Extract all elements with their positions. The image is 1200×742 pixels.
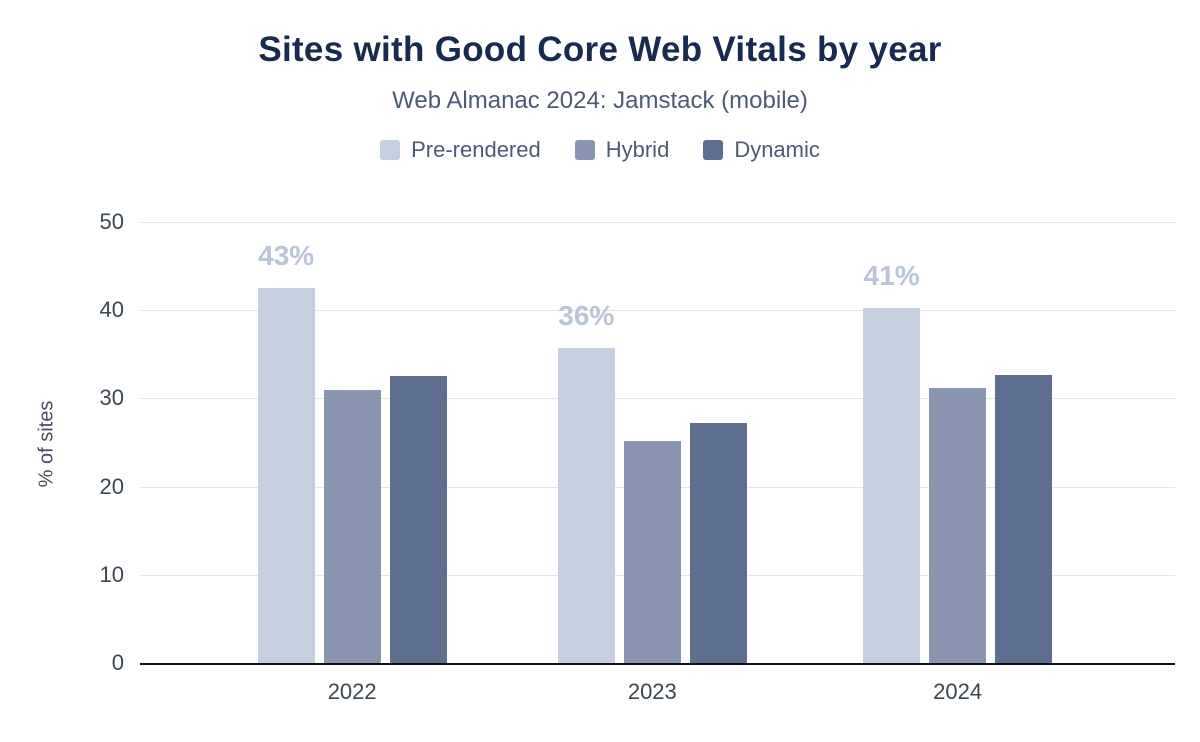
- legend-swatch-hybrid: [574, 140, 595, 160]
- bar-pre-rendered-2022: [257, 288, 315, 663]
- x-tick-label-2022: 2022: [327, 679, 377, 704]
- legend-label-pre-rendered: Pre-rendered: [411, 137, 541, 162]
- legend-swatch-dynamic: [703, 140, 724, 160]
- y-tick-label: 30: [99, 385, 124, 411]
- bar-dynamic-2022: [389, 376, 447, 663]
- y-axis-title: % of sites: [35, 400, 58, 488]
- plot-area: 0 10 20 30 40 50 2022 43% 2023 36% 2024 41%: [100, 209, 1175, 704]
- y-tick-label: 40: [99, 297, 124, 323]
- chart-title: Sites with Good Core Web Vitals by year: [258, 30, 942, 69]
- bar-pre-rendered-2023: [557, 348, 615, 663]
- legend-label-dynamic: Dynamic: [734, 137, 820, 162]
- bar-hybrid-2023: [623, 440, 681, 663]
- legend-item-pre-rendered: Pre-rendered: [380, 137, 541, 163]
- y-tick-label: 0: [111, 650, 124, 675]
- bar-hybrid-2022: [323, 389, 381, 663]
- chart-subtitle: Web Almanac 2024: Jamstack (mobile): [392, 87, 808, 114]
- bar-dynamic-2023: [689, 423, 747, 663]
- x-tick-label-2024: 2024: [933, 679, 983, 704]
- legend-swatch-pre-rendered: [380, 140, 401, 160]
- bar-hybrid-2024: [929, 387, 987, 663]
- legend-item-dynamic: Dynamic: [703, 137, 820, 163]
- gridline: [140, 398, 1175, 400]
- legend-label-hybrid: Hybrid: [605, 137, 670, 162]
- bar-pre-rendered-2024: [863, 308, 921, 663]
- bar-data-label-pre-rendered-2022: 43%: [258, 240, 315, 272]
- gridline: [140, 222, 1175, 223]
- legend-item-hybrid: Hybrid: [574, 137, 670, 163]
- x-tick-label-2023: 2023: [627, 679, 677, 704]
- legend: Pre-rendered Hybrid Dynamic: [0, 137, 1200, 163]
- y-tick-label: 10: [99, 561, 124, 587]
- gridline: [140, 310, 1175, 312]
- bar-data-label-pre-rendered-2024: 41%: [863, 260, 920, 292]
- y-tick-label: 50: [99, 209, 124, 234]
- y-tick-label: 20: [99, 473, 124, 499]
- bar-data-label-pre-rendered-2023: 36%: [558, 300, 615, 332]
- bar-dynamic-2024: [995, 374, 1053, 663]
